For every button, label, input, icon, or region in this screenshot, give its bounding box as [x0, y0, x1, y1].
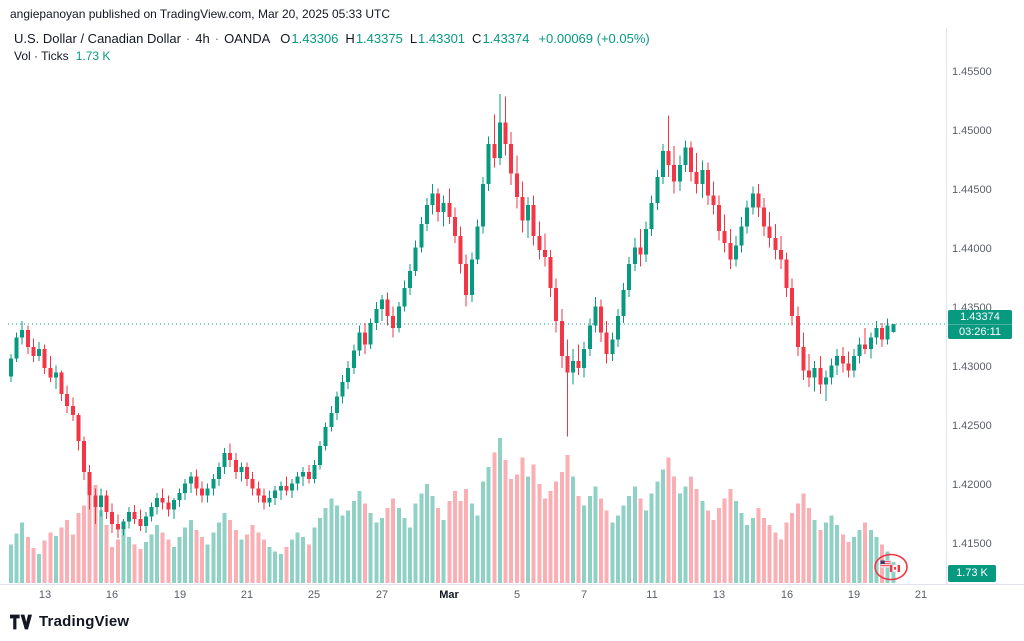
volume-value: 1.73 K [75, 49, 111, 63]
canada-flag-icon [889, 564, 901, 573]
current-price-badge: 1.43374 03:26:11 [948, 310, 1012, 339]
high-label: H [345, 31, 355, 46]
symbol-legend-row: U.S. Dollar / Canadian Dollar · 4h · OANDA O1… [14, 31, 650, 46]
tradingview-logo-icon[interactable] [10, 614, 32, 630]
time-axis-label: 13 [712, 589, 726, 601]
low-value: 1.43301 [418, 31, 466, 46]
time-axis-label: 19 [173, 589, 187, 601]
price-axis-label: 1.42000 [952, 479, 992, 491]
chart-legend: U.S. Dollar / Canadian Dollar · 4h · OANDA O1… [14, 31, 650, 64]
interval-label[interactable]: 4h [195, 31, 210, 46]
volume-badge: 1.73 K [948, 565, 996, 582]
us-flag-icon [880, 560, 891, 568]
time-axis-label: 21 [914, 589, 928, 601]
legend-separator: · [185, 31, 191, 46]
usdcad-flags-sticker-icon [874, 553, 908, 581]
current-price-value: 1.43374 [960, 311, 1000, 323]
time-axis-label: 11 [646, 589, 658, 601]
price-axis-label: 1.41500 [952, 538, 992, 550]
brand-wordmark[interactable]: TradingView [39, 613, 130, 630]
open-value: 1.43306 [291, 31, 339, 46]
volume-indicator-label[interactable]: Vol · Ticks [14, 49, 69, 63]
legend-separator: · [214, 31, 220, 46]
time-axis-label: 27 [375, 589, 389, 601]
close-value: 1.43374 [482, 31, 530, 46]
price-axis-label: 1.43000 [952, 361, 992, 373]
time-axis-label: 21 [240, 589, 254, 601]
volume-legend-row: Vol · Ticks 1.73 K [14, 49, 650, 64]
time-axis-label: 25 [307, 589, 321, 601]
price-axis-label: 1.42500 [952, 420, 992, 432]
close-label: C [472, 31, 482, 46]
high-value: 1.43375 [355, 31, 403, 46]
price-axis-label: 1.44500 [952, 184, 992, 196]
bar-countdown: 03:26:11 [948, 324, 1012, 339]
exchange-label[interactable]: OANDA [224, 31, 271, 46]
price-change: +0.00069 (+0.05%) [538, 31, 650, 46]
time-axis-label: 13 [38, 589, 52, 601]
time-axis-label: 19 [847, 589, 861, 601]
price-axis-label: 1.45500 [952, 66, 992, 78]
time-axis-label: 7 [580, 589, 588, 601]
price-axis-label: 1.45000 [952, 125, 992, 137]
time-axis-label: 16 [780, 589, 794, 601]
time-axis-label: 16 [105, 589, 119, 601]
attribution-text: angiepanoyan published on TradingView.co… [10, 7, 391, 21]
symbol-title[interactable]: U.S. Dollar / Canadian Dollar [14, 31, 181, 46]
time-axis-label: Mar [439, 589, 459, 601]
price-axis-label: 1.44000 [952, 243, 992, 255]
ohlc-readout: O1.43306 H1.43375 L1.43301 C1.43374 [280, 31, 529, 46]
low-label: L [409, 31, 418, 46]
open-label: O [280, 31, 291, 46]
time-axis-label: 5 [513, 589, 521, 601]
footer: TradingView [10, 613, 129, 630]
